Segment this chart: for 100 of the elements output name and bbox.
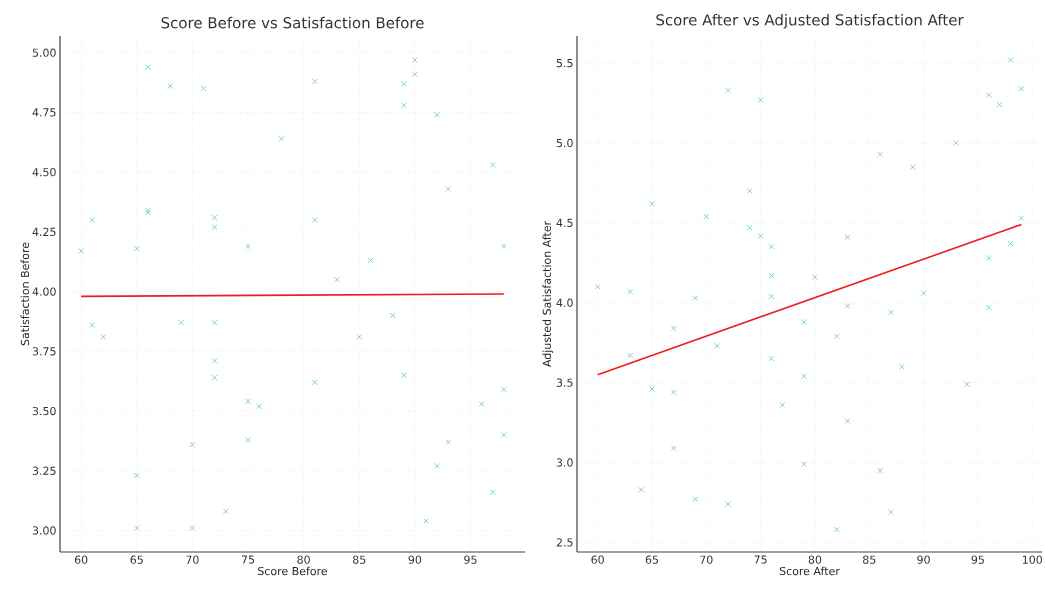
point — [844, 418, 851, 424]
point — [389, 312, 396, 319]
point — [178, 319, 185, 326]
x-tick-label: 85 — [863, 555, 876, 564]
point — [985, 92, 992, 98]
point — [801, 373, 807, 380]
point — [909, 164, 916, 170]
y-tick-label: 5.0 — [556, 138, 573, 148]
y-tick-label: 5.00 — [32, 48, 56, 57]
point — [200, 85, 207, 92]
point — [400, 102, 407, 109]
point — [423, 518, 429, 524]
point — [478, 401, 485, 407]
point — [627, 288, 634, 295]
y-tick-label: 3.00 — [32, 526, 56, 535]
point — [356, 334, 363, 340]
point — [501, 432, 507, 438]
x-tick-label: 80 — [297, 555, 310, 564]
point — [670, 445, 677, 451]
x-tick-label: 70 — [700, 555, 713, 564]
point — [877, 467, 883, 474]
point — [888, 309, 894, 316]
point — [311, 379, 318, 386]
x-tick-label: 80 — [808, 555, 822, 564]
point — [757, 232, 764, 239]
point — [725, 501, 731, 507]
point — [985, 304, 992, 311]
x-tick-label: 95 — [971, 555, 984, 564]
point — [412, 57, 418, 63]
point — [768, 244, 775, 250]
point — [692, 496, 699, 503]
point — [801, 319, 807, 325]
point — [768, 272, 775, 279]
point — [638, 486, 644, 493]
point — [1007, 240, 1014, 247]
point — [412, 71, 418, 78]
point — [167, 83, 173, 89]
point — [133, 472, 140, 479]
x-tick-label: 100 — [1022, 555, 1042, 564]
point — [746, 224, 753, 231]
point — [445, 439, 452, 445]
x-tick-label: 85 — [353, 555, 366, 564]
point — [89, 217, 96, 223]
chart-title: Score Before vs Satisfaction Before — [161, 16, 424, 29]
y-tick-label: 4.50 — [32, 168, 56, 177]
y-axis-title: Satisfaction Before — [20, 242, 30, 346]
point — [964, 381, 970, 388]
x-tick-label: 90 — [917, 555, 930, 564]
point — [100, 334, 107, 340]
y-tick-label: 3.0 — [556, 458, 573, 467]
x-tick-label: 70 — [186, 555, 199, 564]
point — [489, 162, 496, 168]
point — [400, 372, 407, 379]
point — [256, 403, 262, 410]
chart-title: Score After vs Adjusted Satisfaction After — [656, 13, 964, 29]
point — [1007, 57, 1014, 63]
point — [189, 441, 196, 448]
point — [888, 509, 894, 515]
point — [899, 363, 905, 370]
point — [311, 217, 318, 223]
point — [649, 386, 655, 392]
point — [692, 295, 699, 301]
y-tick-label: 4.75 — [32, 108, 56, 117]
point — [189, 525, 196, 531]
y-tick-label: 3.5 — [556, 378, 573, 387]
point — [594, 283, 601, 290]
point — [920, 290, 927, 297]
x-tick-label: 75 — [754, 555, 767, 564]
x-tick-label: 65 — [130, 555, 143, 564]
x-tick-label: 90 — [408, 555, 422, 564]
point — [833, 526, 840, 533]
point — [670, 389, 677, 396]
x-tick-label: 60 — [74, 555, 88, 564]
point — [746, 188, 753, 194]
point — [877, 151, 883, 158]
point — [245, 436, 251, 443]
point — [89, 322, 96, 328]
x-axis-title: Score Before — [258, 566, 328, 576]
point — [812, 274, 818, 281]
point — [211, 374, 218, 381]
y-tick-label: 3.50 — [32, 406, 56, 416]
point — [211, 224, 218, 230]
y-axis-title: Adjusted Satisfaction After — [542, 220, 554, 367]
point — [703, 213, 710, 220]
point — [768, 355, 775, 362]
point — [133, 245, 140, 252]
point — [801, 461, 807, 467]
y-tick-label: 4.00 — [32, 287, 56, 296]
point — [334, 276, 340, 283]
point — [445, 186, 452, 192]
point — [996, 101, 1003, 108]
y-tick-label: 3.25 — [32, 466, 56, 475]
point — [278, 135, 285, 142]
point — [78, 248, 84, 254]
point — [714, 343, 720, 349]
x-tick-label: 60 — [591, 555, 604, 564]
point — [245, 398, 251, 405]
point — [649, 200, 655, 207]
point — [833, 333, 840, 340]
point — [501, 243, 507, 250]
